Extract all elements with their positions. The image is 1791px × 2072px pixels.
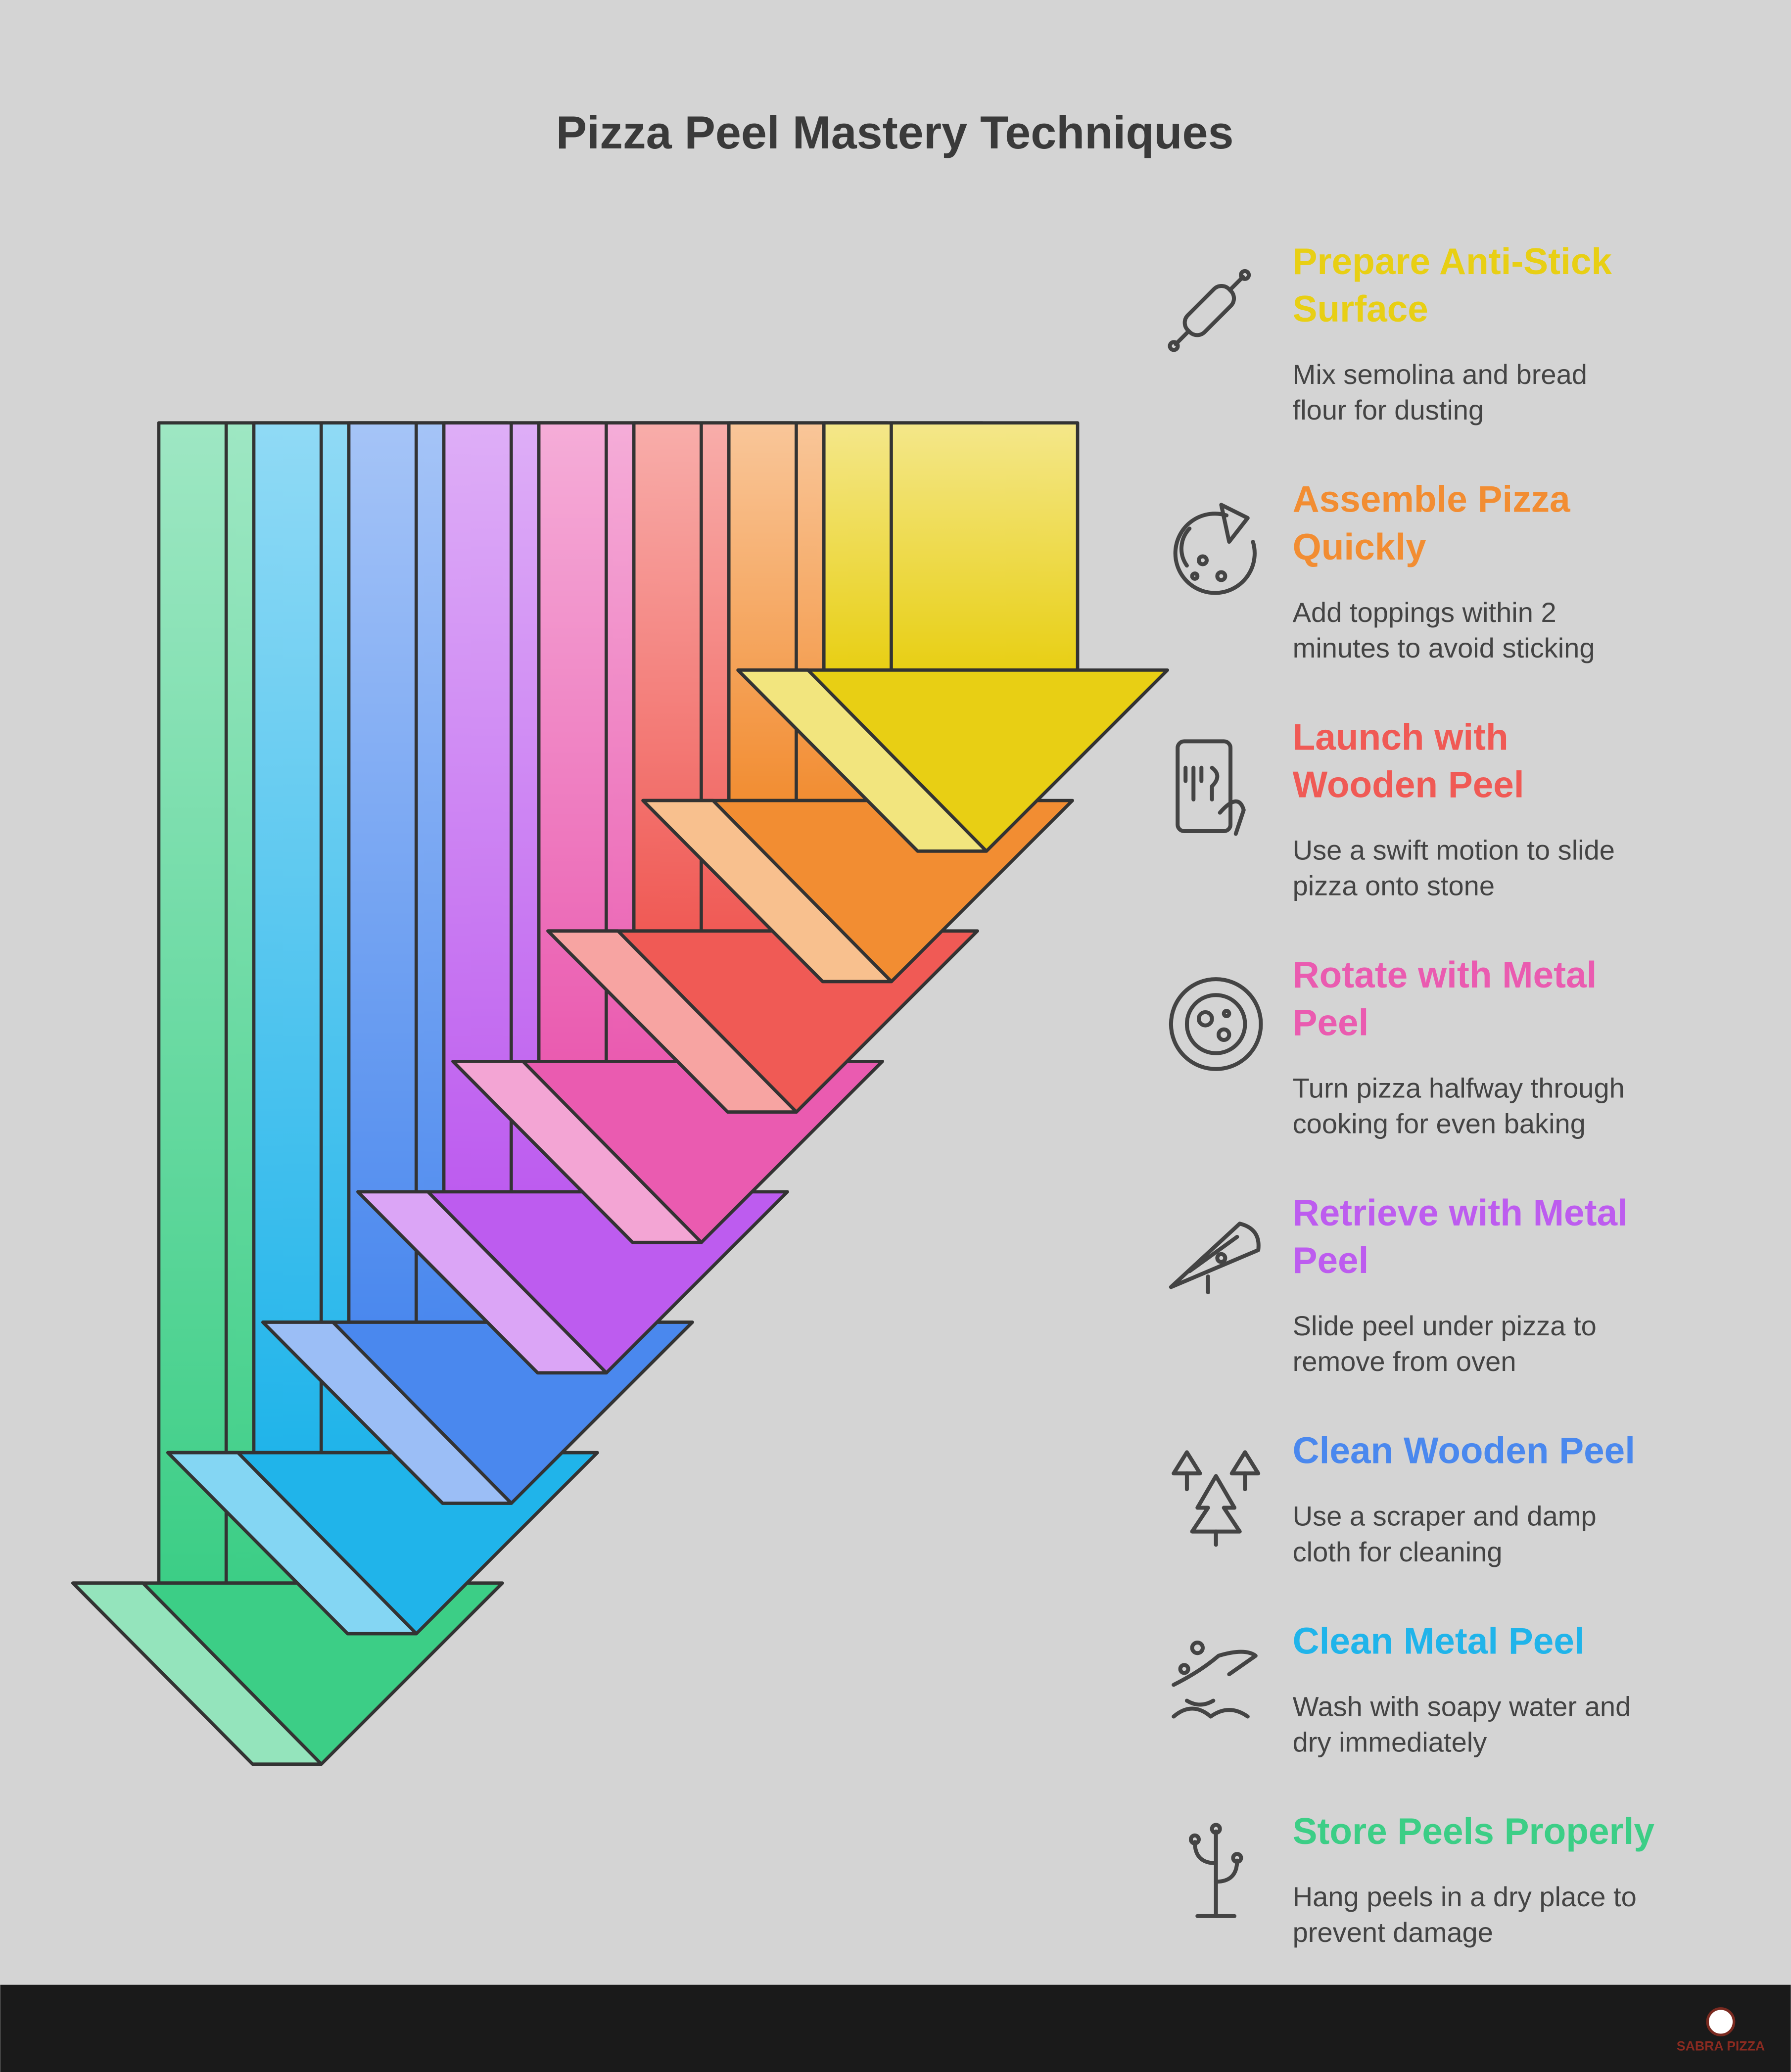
item-title: Rotate with Metal	[1293, 954, 1597, 995]
item-description: Use a scraper and damp	[1293, 1501, 1597, 1532]
item-description: cooking for even baking	[1293, 1108, 1586, 1139]
item-description: Add toppings within 2	[1293, 597, 1556, 628]
arrow-stem	[822, 421, 1080, 672]
item-title: Store Peels Properly	[1293, 1810, 1655, 1852]
item-title: Peel	[1293, 1001, 1369, 1043]
arrow-face	[71, 1581, 323, 1766]
item-title: Assemble Pizza	[1293, 478, 1571, 520]
item-description: Use a swift motion to slide	[1293, 835, 1615, 866]
item-title: Clean Metal Peel	[1293, 1620, 1585, 1661]
item-description: dry immediately	[1293, 1726, 1487, 1757]
item-description: minutes to avoid sticking	[1293, 632, 1595, 663]
item-title: Retrieve with Metal	[1293, 1192, 1628, 1233]
brand: SABRA PIZZA	[1677, 2038, 1765, 2053]
item-title: Clean Wooden Peel	[1293, 1430, 1635, 1471]
icons	[1168, 269, 1263, 1918]
item-description: remove from oven	[1293, 1346, 1516, 1377]
item-description: Wash with soapy water and	[1293, 1691, 1631, 1722]
item-description: prevent damage	[1293, 1917, 1493, 1948]
item-description: flour for dusting	[1293, 394, 1484, 425]
arrow	[736, 421, 1170, 853]
arrows	[71, 421, 1170, 1766]
arrow-face	[356, 1190, 608, 1375]
arrow-face	[736, 668, 989, 853]
item-title: Wooden Peel	[1293, 764, 1524, 805]
item-description: Slide peel under pizza to	[1293, 1310, 1597, 1341]
item-description: Mix semolina and bread	[1293, 359, 1587, 390]
item-title: Quickly	[1293, 526, 1427, 567]
item-title: Prepare Anti-Stick	[1293, 240, 1612, 282]
item-description: Hang peels in a dry place to	[1293, 1881, 1637, 1912]
footer-bar	[0, 1984, 1791, 2072]
arrow-face	[261, 1320, 513, 1505]
arrow-face	[641, 799, 894, 984]
arrow-face	[451, 1059, 703, 1244]
item-description: Turn pizza halfway through	[1293, 1072, 1625, 1103]
item-title: Peel	[1293, 1239, 1369, 1281]
arrow-face	[166, 1451, 418, 1636]
item-description: pizza onto stone	[1293, 870, 1495, 901]
title: Pizza Peel Mastery Techniques	[556, 106, 1234, 158]
arrow-face	[546, 929, 799, 1114]
logo-mark	[1706, 2007, 1736, 2036]
item-title: Surface	[1293, 288, 1428, 330]
item-title: Launch with	[1293, 716, 1508, 757]
items: Prepare Anti-Stick Surface Mix semolina an…	[1293, 240, 1655, 1948]
item-description: cloth for cleaning	[1293, 1536, 1503, 1567]
